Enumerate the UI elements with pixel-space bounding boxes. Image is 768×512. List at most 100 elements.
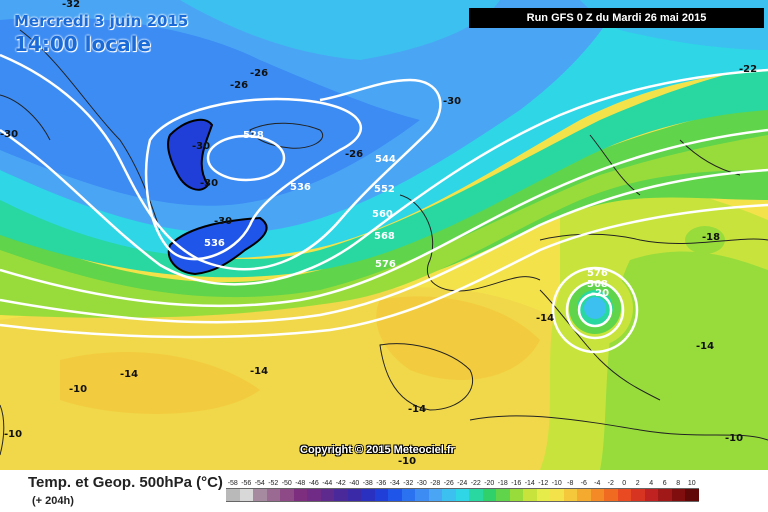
- isohypse-576-low: [551, 266, 639, 354]
- legend-swatch: [658, 488, 672, 502]
- legend-swatch: [388, 488, 402, 502]
- legend-swatch: [455, 488, 469, 502]
- legend-tick-label: -48: [295, 480, 306, 487]
- legend-cell: -20: [482, 479, 496, 509]
- legend-tick-label: -32: [403, 480, 414, 487]
- legend-swatch: [293, 488, 307, 502]
- temp-label: -18: [702, 232, 720, 243]
- geopotential-labels: 528 536 544 552 560 568 576 536 576 568: [204, 130, 608, 290]
- legend-tick-label: -16: [511, 480, 522, 487]
- temp-label: -30: [214, 216, 232, 227]
- legend-swatch: [590, 488, 604, 502]
- legend-bar: Temp. et Geop. 500hPa (°C) (+ 204h) -58-…: [0, 470, 768, 512]
- legend-swatch: [239, 488, 253, 502]
- run-info: Run GFS 0 Z du Mardi 26 mai 2015: [469, 8, 764, 28]
- temp-label: -14: [408, 404, 426, 415]
- legend-tick-label: -34: [389, 480, 400, 487]
- legend-cell: -16: [509, 479, 523, 509]
- legend-cell: 10: [685, 479, 699, 509]
- legend-swatch: [361, 488, 375, 502]
- coastlines: [0, 29, 768, 456]
- legend-swatch: [550, 488, 564, 502]
- legend-tick-label: -24: [457, 480, 468, 487]
- temperature-labels: -32 -26 -26 -30 -30 -30 -26 -30 -22 -18 …: [0, 0, 757, 467]
- legend-cell: -46: [307, 479, 321, 509]
- legend-cell: -28: [428, 479, 442, 509]
- legend-swatch: [482, 488, 496, 502]
- temp-label: -10: [398, 456, 416, 467]
- legend-cell: -14: [523, 479, 537, 509]
- legend-cell: 4: [644, 479, 658, 509]
- product-title: Temp. et Geop. 500hPa (°C): [28, 474, 223, 491]
- legend-cell: -42: [334, 479, 348, 509]
- legend-tick-label: -36: [376, 480, 387, 487]
- forecast-time: 14:00 locale: [14, 32, 151, 56]
- legend-cell: -6: [577, 479, 591, 509]
- legend-tick-label: -50: [281, 480, 292, 487]
- forecast-date: Mercredi 3 juin 2015: [14, 12, 189, 30]
- temp-label: -20: [591, 288, 609, 299]
- legend-tick-label: -40: [349, 480, 360, 487]
- top-cyan: [180, 0, 500, 60]
- legend-tick-label: 6: [662, 480, 667, 487]
- legend-tick-label: -30: [416, 480, 427, 487]
- temp-label: -30: [0, 129, 18, 140]
- legend-cell: -12: [536, 479, 550, 509]
- legend-tick-label: -44: [322, 480, 333, 487]
- legend-tick-label: -46: [308, 480, 319, 487]
- legend-cell: -10: [550, 479, 564, 509]
- legend-swatch: [415, 488, 429, 502]
- legend-swatch: [644, 488, 658, 502]
- legend-tick-label: -20: [484, 480, 495, 487]
- green-blob-east: [685, 226, 725, 254]
- legend-swatch: [266, 488, 280, 502]
- copyright: Copyright © 2015 Meteociel.fr: [300, 444, 455, 456]
- legend-cell: -34: [388, 479, 402, 509]
- cutoff-low-core: [584, 297, 606, 319]
- warm-patch-iberia: [376, 296, 540, 380]
- legend-swatch: [253, 488, 267, 502]
- legend-tick-label: -38: [362, 480, 373, 487]
- legend-swatch: [226, 488, 240, 502]
- legend-swatch: [320, 488, 334, 502]
- legend-tick-label: -54: [254, 480, 265, 487]
- isohypses: [0, 53, 768, 354]
- legend-swatch: [604, 488, 618, 502]
- legend-cell: 6: [658, 479, 672, 509]
- legend-cell: -18: [496, 479, 510, 509]
- legend-swatch: [631, 488, 645, 502]
- legend-tick-label: -52: [268, 480, 279, 487]
- legend-cell: -44: [320, 479, 334, 509]
- isohypse-568-low: [565, 280, 625, 340]
- temp-label: -32: [62, 0, 80, 10]
- legend-cell: -30: [415, 479, 429, 509]
- legend-tick-label: -22: [470, 480, 481, 487]
- isohypse-544-west: [0, 53, 442, 271]
- legend-cell: -56: [239, 479, 253, 509]
- legend-cell: -26: [442, 479, 456, 509]
- legend-cell: 0: [617, 479, 631, 509]
- legend-swatch: [280, 488, 294, 502]
- legend-swatch: [374, 488, 388, 502]
- geop-label: 560: [372, 209, 393, 220]
- warm-patch-west: [60, 351, 260, 414]
- legend-tick-label: -8: [567, 480, 574, 487]
- temp-label: -30: [192, 141, 210, 152]
- legend-tick-label: -4: [594, 480, 601, 487]
- legend-tick-label: 4: [649, 480, 654, 487]
- temp-label: -26: [345, 149, 363, 160]
- temp-label: -10: [725, 433, 743, 444]
- legend-swatch: [523, 488, 537, 502]
- legend-swatch: [334, 488, 348, 502]
- legend-cell: 8: [671, 479, 685, 509]
- temp-label: -30: [200, 178, 218, 189]
- legend-tick-label: -42: [335, 480, 346, 487]
- temp-label: -26: [230, 80, 248, 91]
- legend-swatch: [617, 488, 631, 502]
- temp-label: -30: [443, 96, 461, 107]
- geop-label: 536: [204, 238, 225, 249]
- legend-tick-label: 0: [622, 480, 627, 487]
- legend-cell: -52: [266, 479, 280, 509]
- legend-tick-label: -18: [497, 480, 508, 487]
- legend-tick-label: -58: [227, 480, 238, 487]
